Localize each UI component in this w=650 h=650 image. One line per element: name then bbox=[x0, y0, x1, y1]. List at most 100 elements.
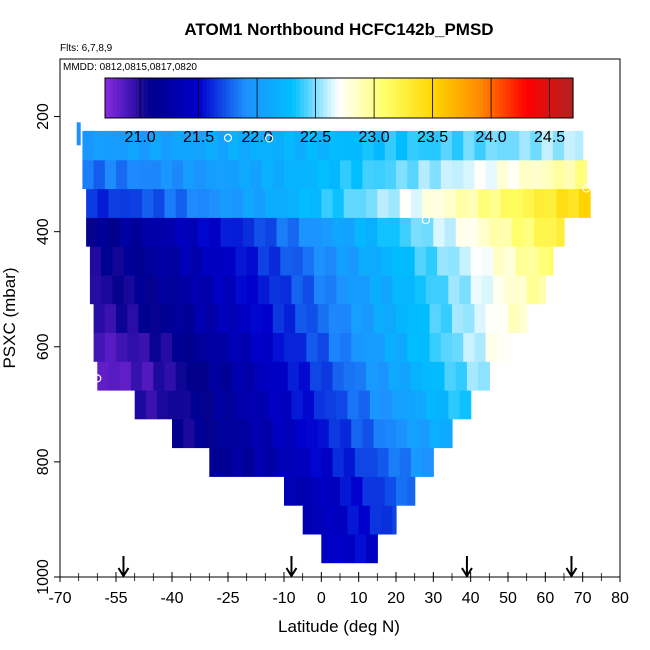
heatmap-cell bbox=[295, 418, 307, 449]
heatmap-cell bbox=[418, 159, 431, 190]
colorbar-segment bbox=[534, 78, 539, 118]
colorbar-segment bbox=[241, 78, 246, 118]
colorbar-segment bbox=[401, 78, 406, 118]
heatmap-cell bbox=[89, 274, 102, 305]
heatmap-cell bbox=[127, 332, 139, 362]
heatmap-cell bbox=[317, 332, 330, 362]
heatmap-cell bbox=[160, 130, 173, 161]
heatmap-cell bbox=[265, 447, 278, 477]
colorbar-segment bbox=[537, 78, 543, 118]
x-tick-label: 40 bbox=[462, 590, 480, 607]
heatmap-cell bbox=[466, 188, 479, 218]
heatmap-cell bbox=[254, 217, 266, 247]
heatmap-cell bbox=[343, 447, 356, 477]
colorbar-segment bbox=[479, 78, 484, 118]
heatmap-cell bbox=[198, 361, 210, 391]
colorbar-segment bbox=[370, 78, 375, 118]
heatmap-cell bbox=[362, 418, 375, 449]
y-tick-label: 1000 bbox=[35, 559, 52, 595]
heatmap-cell bbox=[384, 303, 397, 333]
heatmap-cell bbox=[489, 217, 502, 247]
heatmap-cell bbox=[175, 361, 188, 391]
arrow-marker bbox=[461, 556, 473, 578]
heatmap-cell bbox=[157, 274, 169, 305]
colorbar-segment bbox=[179, 78, 184, 118]
heatmap-cell bbox=[377, 217, 390, 247]
heatmap-cell bbox=[119, 217, 132, 247]
colorbar-segment bbox=[245, 78, 250, 118]
heatmap-cell bbox=[343, 361, 356, 391]
heatmap-cell bbox=[209, 217, 222, 247]
heatmap-cell bbox=[474, 130, 487, 161]
heatmap-cell bbox=[149, 332, 162, 362]
heatmap-cell bbox=[276, 361, 289, 391]
heatmap-cell bbox=[302, 246, 315, 276]
heatmap-cell bbox=[381, 389, 393, 420]
colorbar-segment bbox=[261, 78, 266, 118]
arrow-marker bbox=[117, 556, 130, 578]
heatmap-cell bbox=[515, 274, 528, 305]
colorbar-segment bbox=[288, 78, 293, 118]
colorbar-segment bbox=[222, 78, 227, 118]
heatmap-cell bbox=[485, 303, 498, 333]
heatmap-cell bbox=[142, 188, 154, 218]
heatmap-cell bbox=[179, 274, 192, 305]
heatmap-cell bbox=[231, 188, 244, 218]
heatmap-cell bbox=[410, 447, 423, 477]
x-tick-label: -55 bbox=[104, 590, 127, 607]
heatmap-cell bbox=[388, 188, 401, 218]
heatmap-cell bbox=[306, 159, 319, 190]
heatmap-cell bbox=[511, 217, 524, 247]
heatmap-cell bbox=[295, 476, 307, 506]
heatmap-cell bbox=[373, 130, 386, 161]
colorbar-segment bbox=[459, 78, 465, 118]
heatmap-cell bbox=[508, 303, 520, 333]
heatmap-cell bbox=[295, 159, 307, 190]
heatmap-cell bbox=[201, 246, 214, 276]
heatmap-cell bbox=[119, 361, 132, 391]
heatmap-cell bbox=[138, 130, 151, 161]
heatmap-cell bbox=[366, 217, 378, 247]
heatmap-cell bbox=[399, 361, 412, 391]
colorbar-segment bbox=[268, 78, 274, 118]
heatmap-cell bbox=[373, 418, 386, 449]
heatmap-cell bbox=[362, 130, 375, 161]
heatmap-cell bbox=[534, 188, 546, 218]
heatmap-cell bbox=[425, 246, 438, 276]
x-tick-label: 10 bbox=[350, 590, 368, 607]
heatmap-cell bbox=[556, 217, 565, 247]
colorbar-segment bbox=[237, 78, 243, 118]
heatmap-cell bbox=[295, 130, 307, 161]
heatmap-cell bbox=[511, 188, 524, 218]
heatmap-cell bbox=[250, 130, 263, 161]
heatmap-cell bbox=[209, 447, 222, 477]
heatmap-cell bbox=[224, 389, 237, 420]
heatmap-cell bbox=[164, 361, 177, 391]
colorbar-segment bbox=[381, 78, 387, 118]
sample-marker bbox=[421, 216, 430, 225]
colorbar-segment bbox=[140, 78, 145, 118]
heatmap-cell bbox=[112, 246, 125, 276]
colorbar-segment bbox=[175, 78, 180, 118]
heatmap-cell bbox=[183, 332, 195, 362]
heatmap-cell bbox=[358, 246, 371, 276]
heatmap-cell bbox=[474, 303, 487, 333]
sample-marker bbox=[354, 564, 363, 573]
heatmap-cell bbox=[358, 274, 371, 305]
heatmap-cell bbox=[220, 447, 233, 477]
heatmap-cell bbox=[265, 217, 278, 247]
colorbar-border bbox=[104, 77, 574, 119]
colorbar-segment bbox=[292, 78, 297, 118]
heatmap-cell bbox=[250, 332, 263, 362]
heatmap-cell bbox=[392, 246, 405, 276]
heatmap-cell bbox=[407, 332, 419, 362]
heatmap-cell bbox=[272, 159, 285, 190]
heatmap-cell bbox=[224, 246, 237, 276]
heatmap-cell bbox=[552, 159, 565, 190]
colorbar-segment bbox=[171, 78, 176, 118]
colorbar-segment bbox=[233, 78, 239, 118]
heatmap-cell bbox=[485, 159, 498, 190]
heatmap-cell bbox=[500, 217, 513, 247]
colorbar-segment bbox=[452, 78, 457, 118]
sample-marker bbox=[582, 184, 591, 193]
